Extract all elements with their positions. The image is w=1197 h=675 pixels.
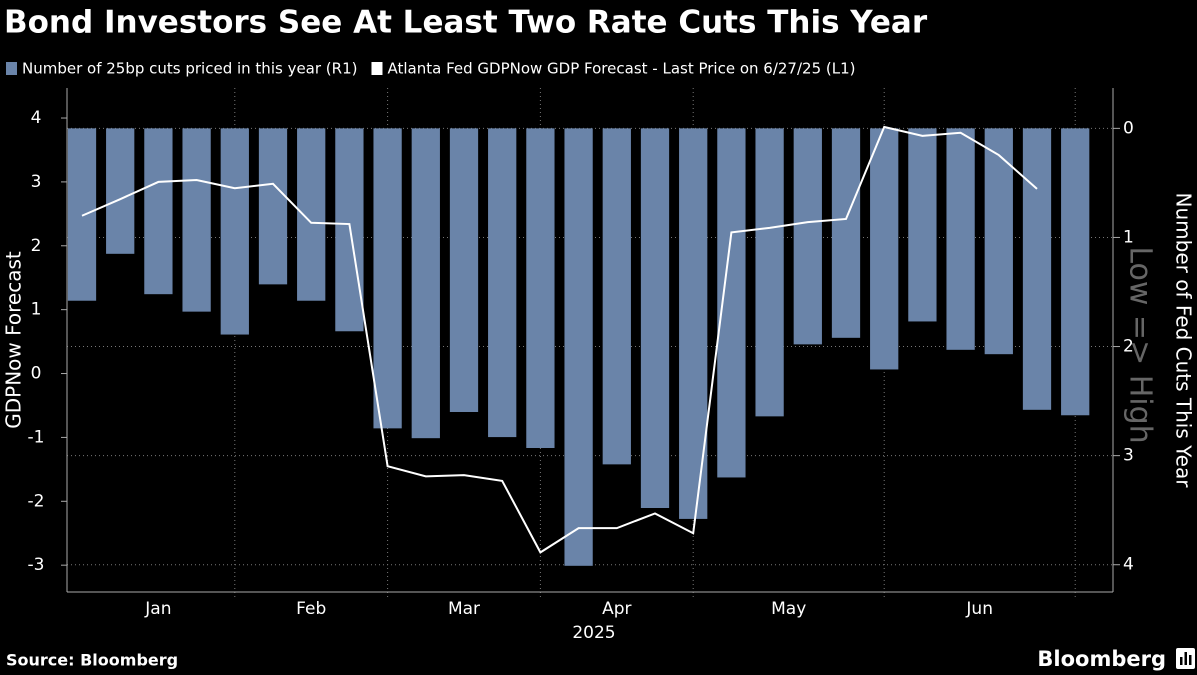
legend-swatch: [6, 62, 17, 75]
legend-label: Atlanta Fed GDPNow GDP Forecast - Last P…: [387, 60, 855, 78]
bar: [297, 128, 326, 301]
bar: [908, 128, 937, 322]
bar: [67, 128, 97, 301]
y2-tick-label: 1: [1123, 227, 1134, 247]
y-tick-label: 1: [31, 300, 42, 320]
bar: [870, 128, 899, 370]
line: [81, 125, 1038, 554]
bar: [373, 128, 402, 429]
bar: [106, 128, 135, 254]
chart-title: Bond Investors See At Least Two Rate Cut…: [4, 5, 928, 41]
y-tick-label: 4: [31, 108, 42, 128]
bar: [449, 128, 479, 412]
x-tick-label: Jan: [144, 599, 171, 619]
bar: [793, 128, 822, 345]
x-tick-label: Jun: [965, 599, 993, 619]
bar: [1061, 128, 1090, 416]
x-tick-label: Mar: [448, 599, 480, 619]
x-year-label: 2025: [572, 623, 615, 643]
brand: Bloomberg: [1037, 647, 1166, 671]
bar: [602, 128, 631, 465]
x-tick-label: Feb: [296, 599, 326, 619]
bar: [984, 128, 1013, 355]
y-tick-label: -1: [28, 427, 45, 447]
bar: [220, 128, 249, 335]
bar: [182, 128, 211, 312]
y2-tick-label: 2: [1123, 337, 1134, 357]
bar: [411, 128, 440, 439]
bar: [640, 128, 670, 508]
y-tick-label: 0: [31, 364, 42, 384]
y2-tick-label: 4: [1123, 555, 1134, 575]
bar: [564, 128, 593, 566]
x-tick-label: Apr: [602, 599, 631, 619]
annotation: Low => High: [1123, 246, 1158, 443]
legend-swatch: [371, 62, 383, 75]
bar: [1022, 128, 1052, 410]
x-tick-label: May: [771, 599, 806, 619]
y2-tick-label: 3: [1123, 446, 1134, 466]
bar: [488, 128, 517, 438]
bar: [526, 128, 555, 448]
y-tick-label: -2: [28, 491, 45, 511]
y2-tick-label: 0: [1123, 118, 1134, 138]
y2-axis-title: Number of Fed Cuts This Year: [1172, 193, 1196, 489]
y-tick-label: -3: [28, 555, 45, 575]
bar: [755, 128, 784, 417]
y-axis-title: GDPNow Forecast: [2, 251, 26, 429]
y-tick-label: 2: [31, 236, 42, 256]
bar: [258, 128, 288, 285]
brand-icon: [1176, 648, 1195, 669]
legend-label: Number of 25bp cuts priced in this year …: [22, 60, 357, 78]
bar: [946, 128, 975, 350]
y-tick-label: 3: [31, 172, 42, 192]
source: Source: Bloomberg: [6, 651, 178, 670]
bar: [831, 128, 861, 338]
bar: [144, 128, 173, 295]
